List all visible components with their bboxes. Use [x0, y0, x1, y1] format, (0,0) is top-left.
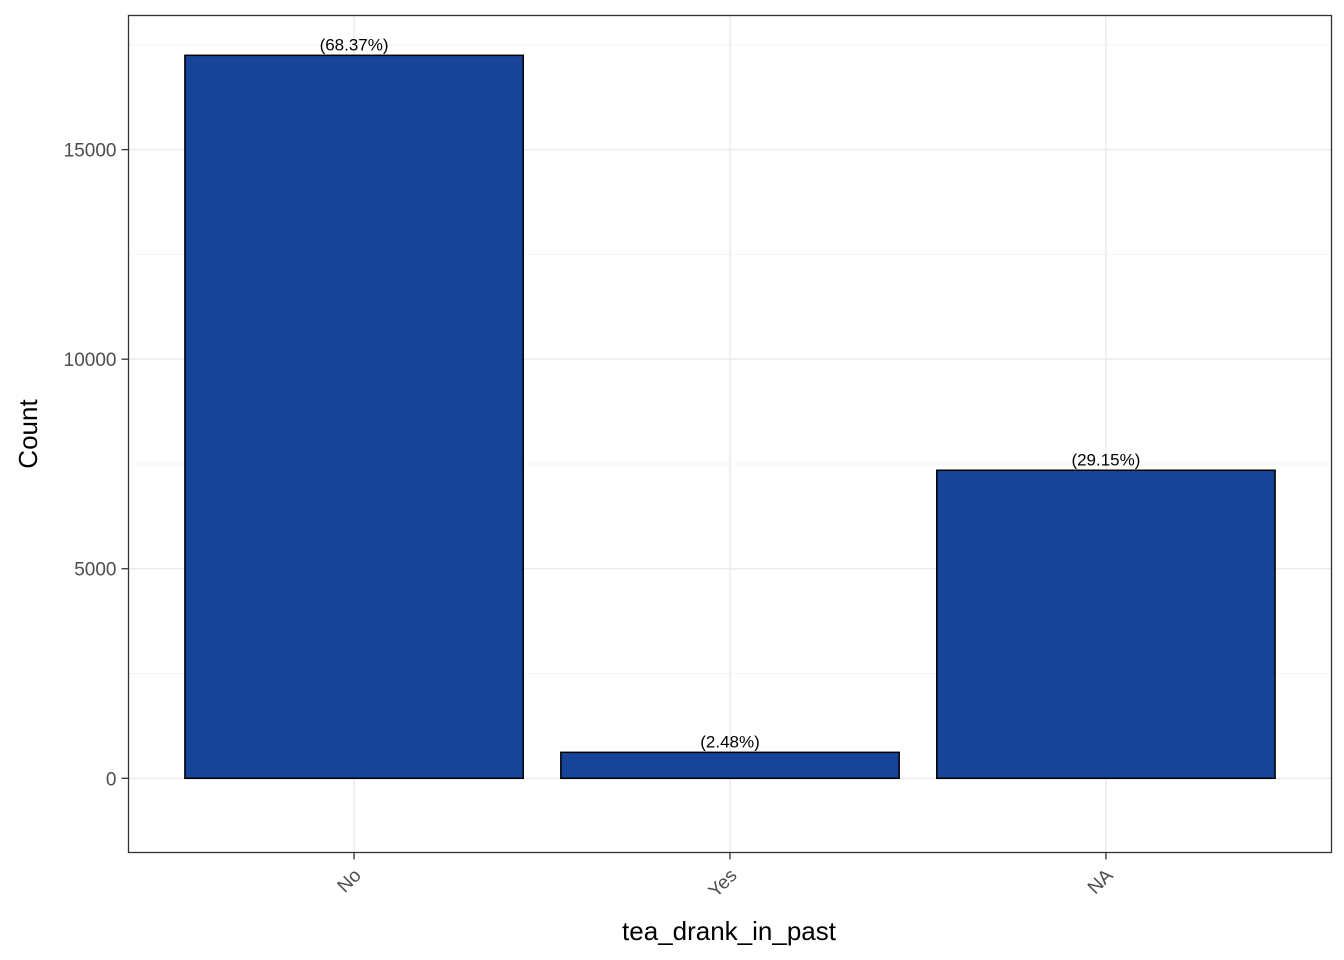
x-axis-title: tea_drank_in_past: [622, 916, 837, 946]
y-tick-label: 10000: [64, 350, 117, 371]
data-label-na: (29.15%): [1071, 450, 1140, 469]
bar-no: [184, 54, 524, 780]
y-tick-label: 15000: [64, 141, 117, 162]
y-tick-label: 5000: [74, 560, 116, 581]
y-axis-title: Count: [13, 399, 43, 469]
bars: [184, 54, 1276, 780]
y-axis: 0 5000 10000 15000: [64, 141, 129, 790]
bar-yes: [560, 751, 900, 780]
bar-na: [936, 469, 1276, 780]
data-labels: (68.37%) (2.48%) (29.15%): [320, 35, 1141, 751]
data-label-no: (68.37%): [320, 35, 389, 54]
y-tick-label: 0: [106, 769, 117, 790]
data-label-yes: (2.48%): [700, 732, 760, 751]
